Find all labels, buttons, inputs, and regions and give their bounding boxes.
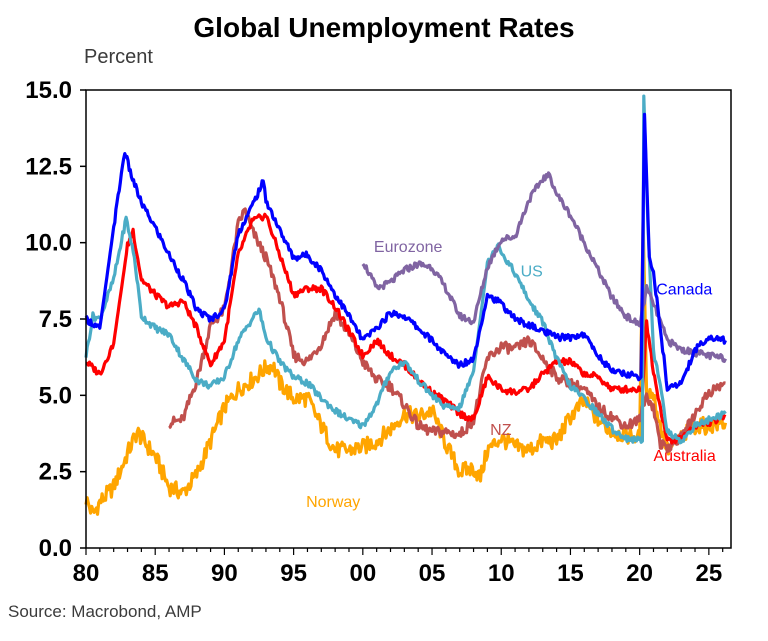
series-label-layer: Eurozone US Canada NZ Australia Norway (306, 239, 716, 511)
x-tick-label: 25 (696, 560, 723, 587)
series-line-nz (168, 207, 726, 454)
x-tick-label: 05 (419, 560, 446, 587)
x-tick-label: 95 (280, 560, 307, 587)
series-line-australia (85, 212, 727, 445)
axis-layer: 0.0 2.5 5.0 7.5 10.0 12.5 15.0 80 85 90 95 00 05 10 15… (25, 77, 724, 587)
series-label-norway: Norway (306, 494, 360, 511)
x-tick-label: 85 (142, 560, 169, 587)
units-label: Percent (84, 46, 153, 68)
series-label-eurozone: Eurozone (374, 239, 443, 256)
chart-title: Global Unemployment Rates (193, 12, 575, 43)
series-line-us (84, 94, 727, 445)
x-tick-label: 90 (211, 560, 238, 587)
series-label-australia: Australia (653, 448, 715, 465)
x-tick-label: 00 (349, 560, 376, 587)
y-tick-label: 15.0 (25, 77, 72, 104)
series-label-nz: NZ (490, 422, 512, 439)
series-layer (84, 94, 728, 516)
x-tick-label: 80 (73, 560, 100, 587)
y-tick-label: 2.5 (39, 459, 72, 486)
x-tick-label: 20 (626, 560, 653, 587)
x-tick-label: 15 (557, 560, 584, 587)
source-note: Source: Macrobond, AMP (8, 602, 202, 621)
y-tick-label: 10.0 (25, 230, 72, 257)
y-tick-label: 0.0 (39, 535, 72, 562)
series-line-eurozone (361, 171, 727, 363)
y-tick-label: 5.0 (39, 382, 72, 409)
series-label-us: US (521, 263, 543, 280)
y-tick-label: 7.5 (39, 306, 72, 333)
x-tick-label: 10 (488, 560, 515, 587)
y-tick-label: 12.5 (25, 153, 72, 180)
series-label-canada: Canada (656, 282, 712, 299)
series-line-canada (84, 112, 727, 392)
